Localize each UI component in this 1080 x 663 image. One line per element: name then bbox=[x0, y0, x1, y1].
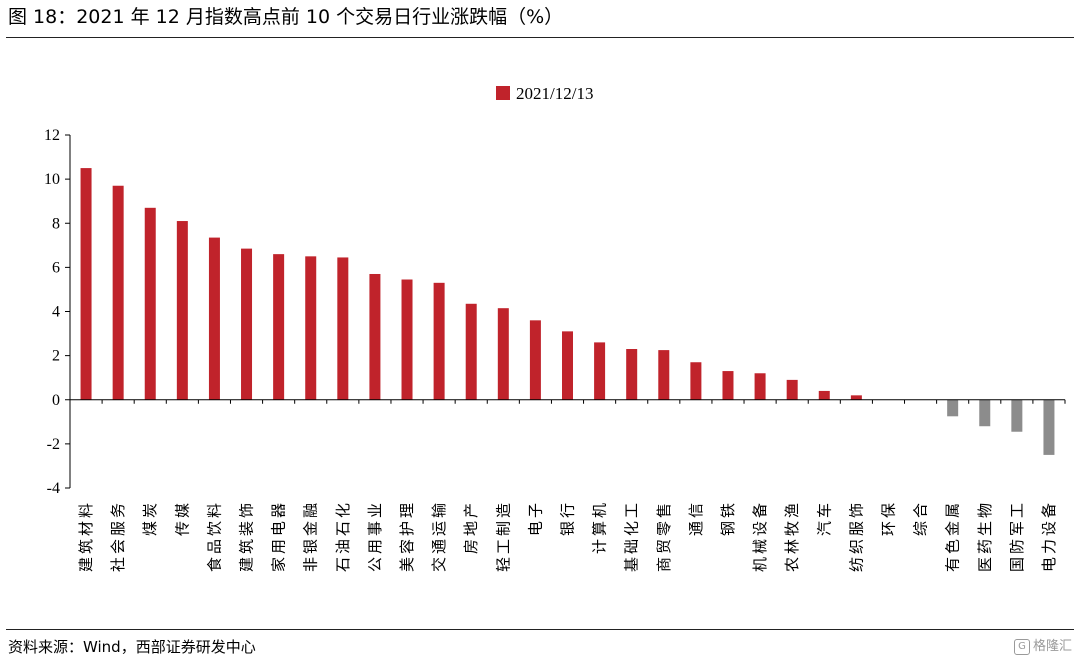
x-tick-label: 通信 bbox=[687, 500, 705, 536]
watermark-logo-icon: G bbox=[1013, 638, 1030, 655]
x-tick-label: 环保 bbox=[879, 500, 897, 536]
x-tick-label: 建筑材料 bbox=[77, 500, 95, 572]
x-tick-label: 社会服务 bbox=[109, 500, 127, 572]
bar bbox=[369, 273, 381, 400]
chart-bars bbox=[80, 168, 1055, 455]
x-tick-label: 电子 bbox=[526, 500, 544, 536]
figure-title: 图 18：2021 年 12 月指数高点前 10 个交易日行业涨跌幅（%） bbox=[8, 6, 564, 28]
bar bbox=[594, 342, 606, 400]
x-tick-label: 医药生物 bbox=[976, 500, 994, 572]
x-tick-label: 美容护理 bbox=[398, 500, 416, 572]
bar bbox=[337, 257, 349, 400]
watermark: G 格隆汇 bbox=[1013, 636, 1072, 658]
x-tick-label: 煤炭 bbox=[141, 500, 159, 536]
x-tick-label: 非银金融 bbox=[302, 500, 320, 572]
bar bbox=[1011, 399, 1023, 432]
legend-label: 2021/12/13 bbox=[516, 84, 593, 103]
bar bbox=[658, 350, 670, 400]
legend-swatch bbox=[496, 86, 510, 100]
bar bbox=[305, 256, 317, 400]
bar bbox=[690, 362, 702, 400]
bar bbox=[112, 185, 124, 400]
bar bbox=[433, 282, 445, 400]
bar-chart: 2021/12/13 -4 -2 0 2 4 6 8 10 12 建筑材料 社会服务 煤炭 传媒 食品饮… bbox=[44, 84, 1066, 572]
x-tick-label: 食品饮料 bbox=[205, 500, 223, 572]
bar bbox=[273, 254, 285, 400]
x-tick-label: 钢铁 bbox=[719, 500, 737, 536]
x-tick-label: 农林牧渔 bbox=[783, 500, 801, 572]
bar bbox=[850, 395, 862, 400]
x-tick-label: 机械设备 bbox=[751, 500, 769, 572]
y-tick-label: 10 bbox=[44, 171, 60, 188]
x-tick-label: 轻工制造 bbox=[494, 500, 512, 572]
x-tick-label: 房地产 bbox=[462, 500, 480, 554]
bar bbox=[80, 168, 92, 400]
x-tick-label: 综合 bbox=[912, 500, 930, 536]
y-tick-label: -2 bbox=[47, 436, 60, 453]
x-axis-labels: 建筑材料 社会服务 煤炭 传媒 食品饮料 建筑装饰 家用电器 非银金融 石油石化 公用事业 美容护理… bbox=[77, 500, 1058, 572]
watermark-text: 格隆汇 bbox=[1032, 639, 1072, 654]
title-divider bbox=[6, 37, 1074, 38]
x-tick-label: 计算机 bbox=[591, 500, 609, 554]
bar bbox=[241, 248, 253, 400]
bar bbox=[401, 279, 413, 400]
x-tick-label: 家用电器 bbox=[270, 500, 288, 572]
bar bbox=[176, 221, 188, 400]
x-tick-label: 基础化工 bbox=[623, 500, 641, 572]
x-tick-label: 电力设备 bbox=[1040, 500, 1058, 572]
y-tick-label: 6 bbox=[52, 259, 60, 276]
source-divider bbox=[6, 629, 1074, 630]
x-tick-label: 传媒 bbox=[173, 500, 191, 536]
x-tick-label: 商贸零售 bbox=[655, 500, 673, 572]
bar bbox=[979, 399, 991, 427]
chart-legend: 2021/12/13 bbox=[496, 84, 593, 103]
bar bbox=[947, 399, 959, 417]
bar bbox=[465, 303, 477, 400]
x-tick-label: 有色金属 bbox=[944, 500, 962, 572]
bar bbox=[562, 331, 573, 400]
y-axis-ticks: -4 -2 0 2 4 6 8 10 12 bbox=[44, 127, 70, 497]
bar bbox=[529, 320, 541, 400]
bar bbox=[754, 373, 766, 400]
y-tick-label: 12 bbox=[44, 127, 60, 144]
bar bbox=[786, 379, 798, 400]
x-tick-label: 国防军工 bbox=[1008, 500, 1026, 572]
figure-source: 资料来源：Wind，西部证券研发中心 bbox=[8, 638, 256, 656]
bar bbox=[626, 349, 638, 400]
x-tick-label: 交通运输 bbox=[430, 500, 448, 572]
bar bbox=[818, 390, 830, 400]
x-tick-label: 石油石化 bbox=[334, 500, 352, 572]
y-tick-label: 2 bbox=[52, 348, 60, 365]
x-tick-label: 纺织服饰 bbox=[847, 500, 865, 572]
bar bbox=[1043, 399, 1055, 455]
y-tick-label: 4 bbox=[52, 304, 60, 321]
x-tick-label: 公用事业 bbox=[366, 500, 384, 572]
bar bbox=[208, 237, 220, 400]
bar bbox=[144, 207, 156, 400]
x-tick-label: 建筑装饰 bbox=[238, 500, 256, 572]
y-tick-label: 0 bbox=[52, 392, 60, 409]
x-tick-label: 汽车 bbox=[815, 500, 833, 536]
bar bbox=[722, 371, 734, 400]
x-tick-label: 银行 bbox=[559, 500, 577, 536]
y-tick-label: 8 bbox=[52, 215, 60, 232]
bar bbox=[497, 308, 509, 400]
y-tick-label: -4 bbox=[47, 480, 60, 497]
